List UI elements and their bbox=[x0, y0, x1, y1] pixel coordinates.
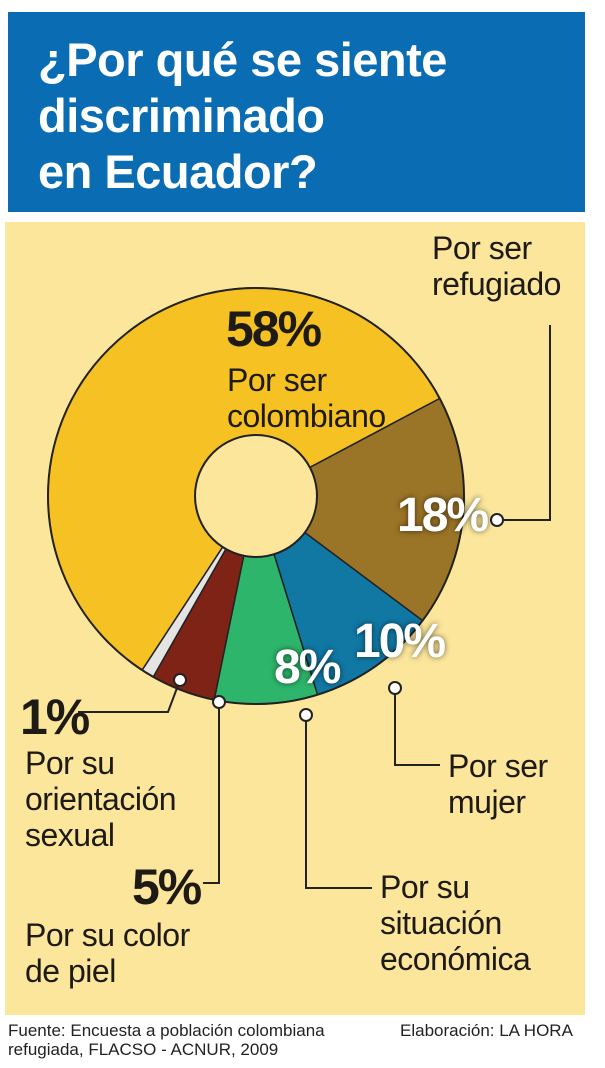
label-line: colombiano bbox=[227, 398, 386, 434]
label-refugiado: Por ser refugiado bbox=[432, 230, 561, 302]
donut-hole bbox=[194, 434, 318, 558]
dot-orientacion bbox=[173, 673, 187, 687]
label-line: situación bbox=[380, 905, 502, 941]
label-line: refugiado bbox=[432, 266, 561, 302]
value-orientacion: 1% bbox=[20, 689, 90, 745]
value-mujer: 10% bbox=[354, 615, 446, 668]
label-line: Por ser bbox=[432, 230, 532, 266]
leader-orientacion bbox=[78, 679, 181, 713]
credit-note: Elaboración: LA HORA bbox=[400, 1021, 573, 1040]
label-line: Por ser bbox=[448, 748, 548, 784]
title-line: en Ecuador? bbox=[38, 145, 318, 198]
leader-dots bbox=[173, 513, 504, 722]
dot-refugiado bbox=[490, 513, 504, 527]
label-line: de piel bbox=[25, 953, 116, 989]
dot-mujer bbox=[388, 681, 402, 695]
label-line: económica bbox=[380, 941, 531, 977]
label-mujer: Por ser mujer bbox=[448, 748, 548, 820]
label-line: Por su bbox=[380, 869, 470, 905]
label-color-piel: Por su color de piel bbox=[25, 917, 190, 989]
chart-title: ¿Por qué se siente discriminado en Ecuad… bbox=[38, 32, 447, 200]
label-line: Por su color bbox=[25, 917, 190, 953]
label-line: sexual bbox=[25, 817, 115, 853]
source-note: Fuente: Encuesta a población colombiana … bbox=[8, 1021, 325, 1059]
value-refugiado: 18% bbox=[397, 489, 489, 542]
leader-economica bbox=[305, 715, 372, 889]
value-economica: 8% bbox=[274, 641, 341, 694]
label-line: Por su bbox=[25, 745, 115, 781]
label-line: Por ser bbox=[227, 362, 327, 398]
title-banner: ¿Por qué se siente discriminado en Ecuad… bbox=[8, 12, 585, 212]
value-color-piel: 5% bbox=[132, 859, 202, 915]
value-colombiano: 58% bbox=[226, 301, 322, 357]
label-colombiano: Por ser colombiano bbox=[227, 362, 386, 434]
leader-color-piel bbox=[203, 702, 220, 884]
source-line: Fuente: Encuesta a población colombiana bbox=[8, 1021, 325, 1040]
leader-mujer bbox=[394, 688, 440, 766]
title-line: discriminado bbox=[38, 89, 325, 142]
leader-refugiado bbox=[497, 325, 551, 521]
source-line: refugiada, FLACSO - ACNUR, 2009 bbox=[8, 1040, 279, 1059]
title-line: ¿Por qué se siente bbox=[38, 33, 447, 86]
label-economica: Por su situación económica bbox=[380, 869, 531, 977]
leader-lines bbox=[78, 325, 551, 889]
label-orientacion: Por su orientación sexual bbox=[25, 745, 177, 853]
dot-economica bbox=[299, 708, 313, 722]
pie-outline bbox=[47, 287, 465, 705]
dot-color-piel bbox=[212, 695, 226, 709]
label-line: mujer bbox=[448, 784, 526, 820]
label-line: orientación bbox=[25, 781, 177, 817]
